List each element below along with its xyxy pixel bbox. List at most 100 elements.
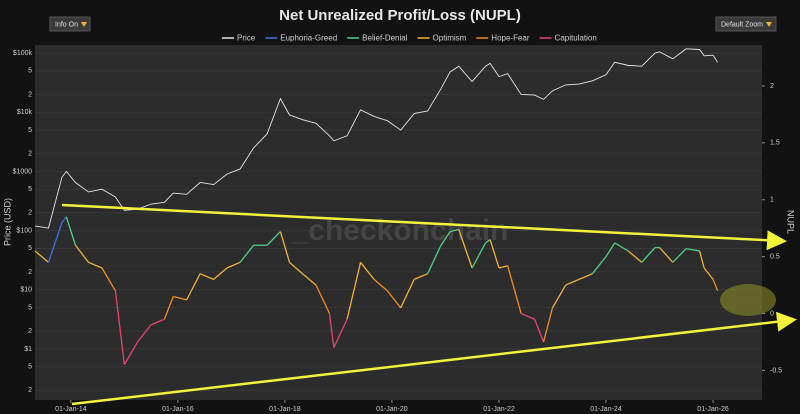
nupl-segment xyxy=(373,278,388,292)
y-tick-label: 5 xyxy=(28,245,32,252)
nupl-segment xyxy=(302,273,317,286)
y2-axis-title: NUPL xyxy=(786,210,796,234)
marks: $100k 5 2 $10k 5 2 $1000 5 2 $100 5 2 $10 5 2 $1 5 2 -0.5 0… xyxy=(13,48,782,413)
nupl-segment xyxy=(400,279,415,309)
nupl-segment xyxy=(328,313,335,348)
dropdown-arrow xyxy=(81,22,87,27)
trend-line xyxy=(71,311,797,406)
y2-tick-label: 2 xyxy=(770,83,774,90)
y-tick-label: 5 xyxy=(28,127,32,134)
x-tick-label: 01-Jan-16 xyxy=(162,406,194,413)
nupl-segment xyxy=(703,267,714,280)
nupl-segment xyxy=(65,216,77,246)
nupl-segment xyxy=(458,229,473,269)
y-tick-label: 5 xyxy=(28,186,32,193)
y2-tick-label: 1 xyxy=(770,197,774,204)
chart-title: Net Unrealized Profit/Loss (NUPL) xyxy=(279,7,521,24)
trend-line xyxy=(61,203,787,251)
nupl-segment xyxy=(61,216,67,223)
nupl-segment xyxy=(712,279,719,292)
x-tick-label: 01-Jan-24 xyxy=(590,406,622,413)
nupl-segment xyxy=(542,307,554,343)
nupl-segment xyxy=(440,231,451,246)
nupl-segment xyxy=(346,262,362,320)
nupl-segment xyxy=(173,295,187,301)
y-tick-label: $100 xyxy=(16,227,32,234)
y-tick-label: 5 xyxy=(28,304,32,311)
highlight-ellipse xyxy=(720,284,776,316)
nupl-segment xyxy=(485,239,491,244)
x-tick-label: 01-Jan-14 xyxy=(55,406,87,413)
nupl-segment xyxy=(659,247,674,263)
legend-label: Price xyxy=(237,34,256,43)
y-tick-label: $10k xyxy=(17,109,33,116)
nupl-segment xyxy=(114,290,126,365)
y-tick-label: 2 xyxy=(28,91,32,98)
nupl-segment xyxy=(333,318,348,348)
nupl-segment xyxy=(199,273,214,280)
nupl-segment xyxy=(489,239,500,269)
nupl-segment xyxy=(578,273,593,280)
y2-tick-label: 1.5 xyxy=(770,140,780,147)
nupl-segment xyxy=(289,261,303,275)
nupl-segment xyxy=(427,244,442,274)
nupl-segment xyxy=(413,273,428,280)
y-tick-label: 2 xyxy=(28,210,32,217)
y2-tick-label: 0.5 xyxy=(770,253,780,260)
nupl-segment xyxy=(386,290,402,309)
nupl-segment xyxy=(507,265,522,314)
x-tick-label: 01-Jan-20 xyxy=(376,406,408,413)
y2-tick-label: 0 xyxy=(770,310,774,317)
button-box[interactable] xyxy=(49,16,91,32)
y-tick-label: $100k xyxy=(13,50,33,57)
nupl-segment xyxy=(123,341,139,366)
nupl-segment xyxy=(34,250,49,263)
zoom-button[interactable]: Default Zoom xyxy=(715,16,777,32)
nupl-segment xyxy=(213,267,228,280)
legend-label: Euphoria-Greed xyxy=(280,34,337,43)
nupl-segment xyxy=(534,318,545,343)
x-tick-label: 01-Jan-26 xyxy=(697,406,729,413)
nupl-segment xyxy=(627,250,643,263)
nupl-segment xyxy=(471,242,487,269)
nupl-segment xyxy=(672,248,687,263)
y-tick-label: 5 xyxy=(28,68,32,75)
button-label[interactable]: Default Zoom xyxy=(721,21,763,28)
x-tick-label: 01-Jan-22 xyxy=(483,406,515,413)
nupl-segment xyxy=(685,248,700,252)
info-button[interactable]: Info On xyxy=(49,16,91,32)
nupl-segment xyxy=(641,247,656,263)
y-tick-label: 2 xyxy=(28,150,32,157)
nupl-segment xyxy=(565,278,580,286)
button-box[interactable] xyxy=(715,16,777,32)
nupl-segment xyxy=(551,284,567,309)
nupl-segment xyxy=(449,228,459,233)
legend-label: Belief-Denial xyxy=(362,34,408,43)
legend-label: Optimism xyxy=(433,34,467,43)
y2-tick-label: -0.5 xyxy=(770,367,782,374)
nupl-segment xyxy=(520,312,535,320)
y-tick-label: 2 xyxy=(28,269,32,276)
annotations xyxy=(61,203,797,406)
y-axis-title: Price (USD) xyxy=(2,198,12,246)
nupl-segment xyxy=(614,242,629,252)
nupl-segment xyxy=(74,244,89,263)
nupl-segment xyxy=(226,261,241,269)
legend-label: Capitulation xyxy=(555,34,597,43)
nupl-segment xyxy=(137,324,152,343)
y-tick-label: 2 xyxy=(28,328,32,335)
nupl-segment xyxy=(360,261,375,280)
y-tick-label: $10 xyxy=(20,287,32,294)
nupl-segment xyxy=(698,250,705,269)
y-tick-label: 2 xyxy=(28,387,32,394)
nupl-segment xyxy=(279,231,291,263)
legend-label: Hope-Fear xyxy=(491,34,530,43)
nupl-segment xyxy=(150,318,165,326)
nupl-segment xyxy=(101,267,116,292)
button-label[interactable]: Info On xyxy=(55,21,78,28)
nupl-segment xyxy=(266,231,281,246)
price-line xyxy=(34,48,718,229)
nupl-segment xyxy=(605,242,616,257)
nupl-segment xyxy=(498,265,508,269)
